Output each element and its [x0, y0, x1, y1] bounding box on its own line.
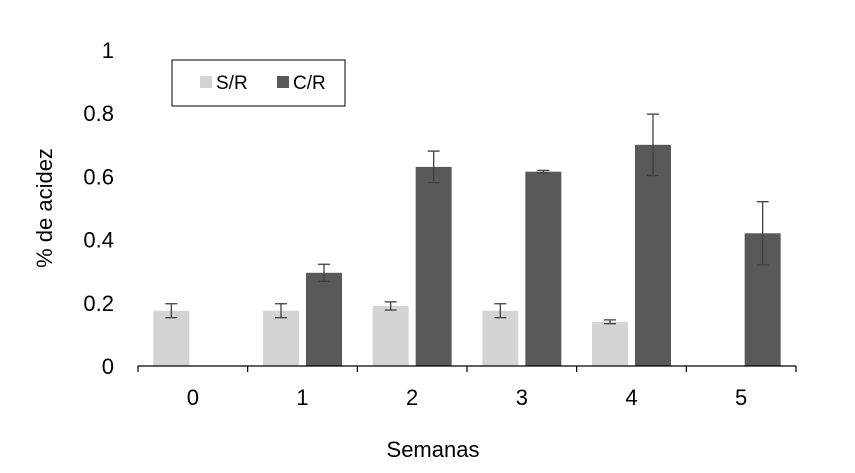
bar-sr-week-0	[153, 310, 190, 366]
x-tick-label: 2	[406, 385, 418, 410]
legend: S/R C/R	[171, 59, 346, 107]
y-tick-label: 0.8	[83, 101, 114, 126]
legend-swatch-sr	[200, 76, 212, 88]
bar-cr-week-2	[415, 166, 452, 366]
legend-swatch-cr	[277, 76, 289, 88]
x-axis-ticks: 0 1 2 3 4 5	[137, 366, 797, 410]
y-tick-label: 0.2	[83, 291, 114, 316]
y-axis-title: % de acidez	[32, 148, 57, 268]
x-axis-title: Semanas	[387, 437, 480, 462]
y-tick-label: 1	[102, 38, 114, 63]
x-tick-label: 3	[516, 385, 528, 410]
bar-sr-week-3	[482, 310, 519, 366]
legend-label-cr: C/R	[293, 73, 326, 94]
x-tick-label: 1	[296, 385, 308, 410]
bar-cr-week-4	[635, 144, 671, 366]
y-tick-label: 0	[102, 354, 114, 379]
bar-sr-week-2	[372, 305, 409, 366]
legend-box	[171, 59, 346, 107]
x-tick-label: 4	[625, 385, 637, 410]
y-tick-label: 0.6	[83, 164, 114, 189]
legend-label-sr: S/R	[216, 73, 248, 94]
bar-sr-week-1	[263, 310, 299, 366]
bar-groups	[153, 144, 781, 366]
error-bars	[165, 113, 769, 325]
x-tick-label: 5	[735, 385, 747, 410]
x-tick-label: 0	[187, 385, 199, 410]
y-tick-label: 0.4	[83, 228, 114, 253]
bar-cr-week-1	[306, 272, 342, 366]
bar-sr-week-4	[592, 321, 628, 366]
bar-cr-week-3	[525, 171, 562, 366]
y-axis-ticks: 0 0.2 0.4 0.6 0.8 1	[83, 38, 114, 379]
